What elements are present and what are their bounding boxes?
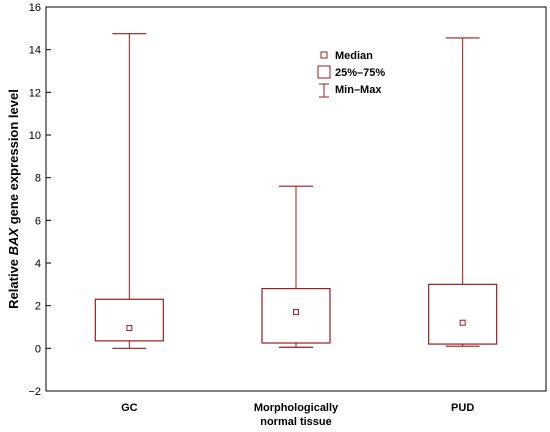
y-axis: −2 0 2 4 6 8 10 12 14 16	[28, 2, 51, 398]
y-tick-label: 10	[29, 130, 41, 142]
median-marker	[293, 309, 299, 316]
median-marker	[126, 325, 133, 332]
y-axis-title-gene: BAX	[6, 227, 21, 256]
x-axis-labels: GC Morphologically normal tissue PUD	[121, 402, 474, 428]
legend-iqr-marker	[317, 65, 331, 79]
y-tick-label: 6	[35, 215, 41, 227]
box-group	[94, 33, 164, 349]
y-tick-label: 8	[35, 173, 41, 185]
iqr-box	[94, 298, 164, 342]
legend-median-label: Median	[335, 50, 373, 62]
plot-area-frame	[45, 6, 547, 392]
y-axis-title-prefix: Relative	[6, 255, 21, 308]
legend-iqr-label: 25%–75%	[335, 67, 385, 79]
iqr-box	[261, 288, 331, 344]
y-tick-label: 14	[29, 45, 41, 57]
legend-median-marker	[320, 51, 328, 59]
box-group	[428, 37, 498, 347]
y-tick-label: 4	[35, 258, 41, 270]
iqr-box	[428, 283, 498, 345]
legend: Median 25%–75% Min–Max	[317, 50, 385, 98]
y-axis-title: Relative BAX gene expression level	[6, 89, 21, 309]
y-tick-label: 2	[35, 301, 41, 313]
median-marker	[459, 319, 466, 326]
legend-range-label: Min–Max	[335, 84, 382, 96]
x-category-label: Morphologically normal tissue	[254, 402, 339, 428]
y-tick-label: 12	[29, 87, 41, 99]
y-tick-label: 16	[29, 2, 41, 14]
y-tick-label: −2	[28, 386, 41, 398]
x-category-label: GC	[121, 402, 138, 414]
y-axis-title-suffix: gene expression level	[6, 89, 21, 228]
y-tick-label: 0	[35, 343, 41, 355]
box-group	[261, 185, 331, 348]
box-series	[94, 33, 498, 349]
x-category-label: PUD	[451, 402, 474, 414]
